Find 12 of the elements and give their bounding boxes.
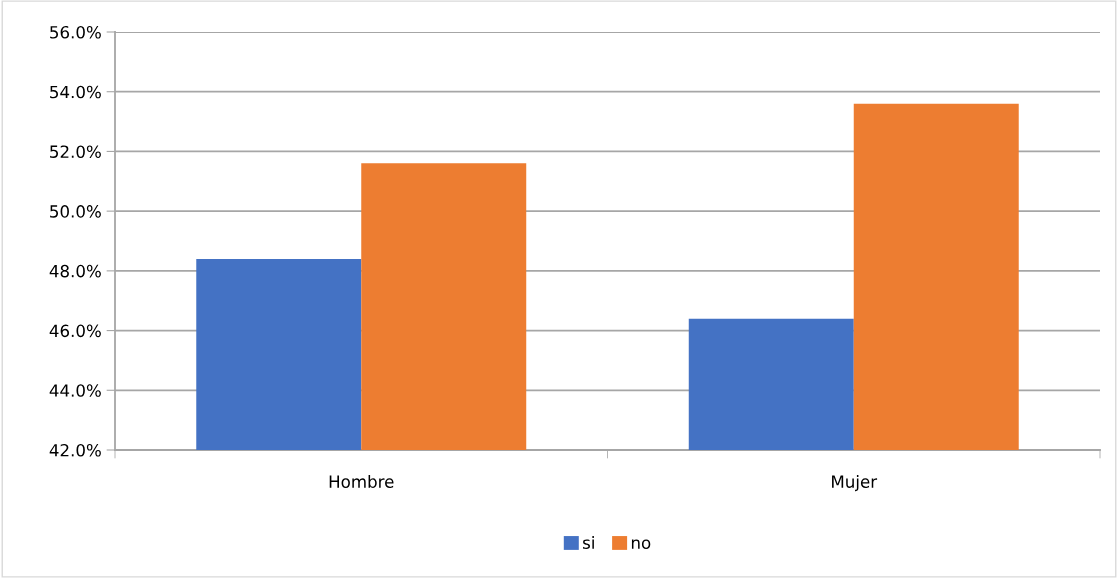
legend-label: si	[583, 536, 594, 549]
legend-label: no	[631, 539, 651, 549]
y-tick-label: 54.0%	[50, 85, 101, 99]
y-tick-label: 52.0%	[50, 145, 101, 158]
x-tick-label: Mujer	[832, 475, 878, 492]
x-tick-label: Hombre	[329, 475, 394, 488]
y-tick-label: 46.0%	[49, 324, 101, 338]
y-tick-label: 48.0%	[49, 264, 101, 278]
y-tick-label: 56.0%	[50, 25, 101, 39]
y-tick-label: 50.0%	[50, 205, 101, 218]
y-tick-label: 42.0%	[49, 443, 101, 457]
y-tick-label: 44.0%	[49, 384, 101, 397]
